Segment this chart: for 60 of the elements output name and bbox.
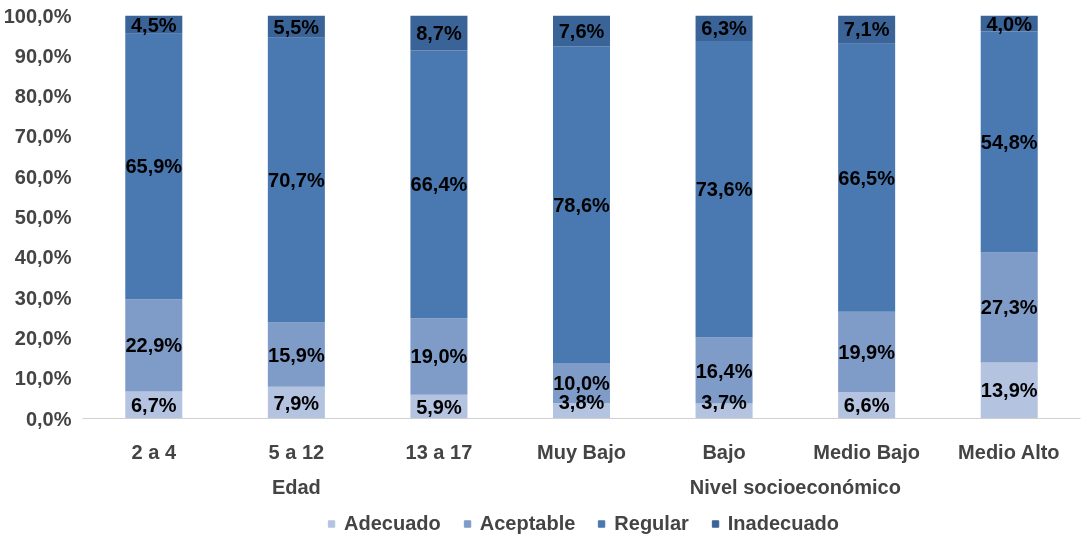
x-tick-label: Medio Bajo — [813, 440, 920, 463]
x-tick-label: Bajo — [702, 440, 746, 463]
data-label: 6,6% — [843, 394, 890, 417]
y-tick-label: 20,0% — [14, 326, 72, 349]
data-label: 16,4% — [695, 359, 753, 382]
data-label: 7,9% — [273, 391, 320, 414]
data-label: 54,8% — [980, 131, 1038, 154]
bar — [410, 318, 468, 395]
data-label: 6,3% — [701, 17, 748, 40]
y-tick-label: 10,0% — [14, 367, 72, 390]
data-label: 27,3% — [980, 296, 1038, 319]
data-label: 5,5% — [273, 15, 320, 38]
data-label: 65,9% — [125, 155, 183, 178]
bar — [125, 299, 183, 392]
data-label: 3,7% — [701, 391, 748, 414]
data-label: 70,7% — [268, 169, 325, 192]
bar — [695, 40, 753, 338]
bar — [267, 37, 325, 323]
data-label: 5,9% — [416, 395, 462, 418]
data-label: 13,9% — [980, 379, 1038, 402]
y-tick-label: 0,0% — [25, 407, 72, 430]
data-label: 66,4% — [410, 173, 468, 196]
data-label: 10,0% — [553, 372, 611, 395]
data-label: 6,7% — [130, 394, 177, 416]
data-label: 19,9% — [838, 340, 896, 363]
y-tick-label: 80,0% — [14, 85, 72, 108]
bar — [125, 33, 183, 300]
y-tick-label: 90,0% — [14, 44, 72, 67]
y-tick-label: 70,0% — [14, 125, 72, 148]
bar — [410, 50, 468, 319]
data-label: 73,6% — [695, 178, 753, 201]
data-label: 66,5% — [838, 166, 896, 189]
text: Nivel socioeconómico — [689, 475, 901, 498]
x-tick-label: Muy Bajo — [537, 440, 626, 463]
y-tick-label: 100,0% — [3, 4, 72, 27]
y-tick-label: 30,0% — [14, 286, 72, 309]
data-label: 19,0% — [410, 345, 468, 368]
data-label: 7,1% — [843, 18, 890, 41]
x-tick-label: 2 a 4 — [131, 440, 177, 463]
y-tick-label: 40,0% — [14, 246, 72, 269]
x-tick-label: 5 a 12 — [268, 440, 325, 463]
data-label: 22,9% — [125, 334, 183, 357]
data-label: 15,9% — [268, 343, 325, 366]
x-tick-label: 13 a 17 — [405, 440, 473, 463]
bar — [552, 46, 611, 363]
y-tick-label: 50,0% — [14, 206, 72, 228]
data-label: 4,5% — [130, 13, 177, 36]
data-label: 78,6% — [553, 193, 611, 216]
legend-label: Regular — [614, 511, 689, 535]
legend-label: Inadecuado — [727, 511, 839, 535]
legend-label: Aceptable — [479, 511, 576, 535]
data-label: 8,7% — [416, 22, 462, 45]
legend-label: Adecuado — [344, 511, 441, 535]
y-tick-label: 60,0% — [14, 165, 72, 188]
bar — [838, 43, 896, 312]
data-label: 7,6% — [558, 19, 605, 42]
text: Edad — [271, 475, 321, 498]
data-label: 4,0% — [986, 12, 1033, 35]
x-tick-label: Medio Alto — [958, 440, 1060, 463]
bar — [980, 252, 1038, 363]
